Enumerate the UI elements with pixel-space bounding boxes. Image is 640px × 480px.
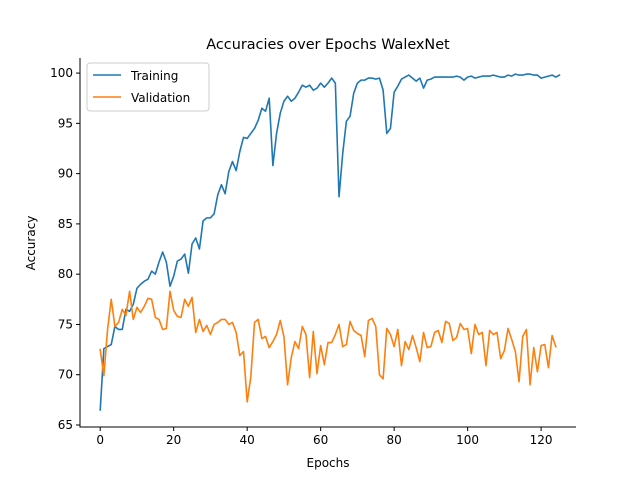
y-tick-label: 100 bbox=[50, 66, 73, 80]
x-tick-label: 60 bbox=[313, 433, 328, 447]
y-tick-label: 70 bbox=[58, 368, 73, 382]
series-line-training bbox=[99, 73, 561, 411]
x-tick-label: 80 bbox=[386, 433, 401, 447]
x-tick-label: 0 bbox=[96, 433, 104, 447]
plot-area bbox=[99, 73, 561, 411]
y-tick-label: 85 bbox=[58, 217, 73, 231]
x-tick-label: 40 bbox=[240, 433, 255, 447]
series-line-validation bbox=[99, 290, 557, 403]
y-axis-label: Accuracy bbox=[24, 216, 38, 271]
legend-label-training: Training bbox=[130, 69, 178, 83]
x-tick-label: 120 bbox=[530, 433, 553, 447]
y-tick-label: 65 bbox=[58, 418, 73, 432]
x-tick-label: 20 bbox=[166, 433, 181, 447]
axes: 0 20 40 60 80 100 120 65 70 75 80 85 90 95 100 bbox=[50, 58, 576, 447]
y-tick-label: 90 bbox=[58, 167, 73, 181]
chart-title: Accuracies over Epochs WalexNet bbox=[206, 37, 450, 53]
x-axis-label: Epochs bbox=[307, 456, 350, 470]
legend-label-validation: Validation bbox=[131, 91, 190, 105]
y-tick-label: 75 bbox=[58, 317, 73, 331]
legend: Training Validation bbox=[86, 62, 210, 112]
y-tick-label: 95 bbox=[58, 116, 73, 130]
y-tick-label: 80 bbox=[58, 267, 73, 281]
x-tick-label: 100 bbox=[456, 433, 479, 447]
